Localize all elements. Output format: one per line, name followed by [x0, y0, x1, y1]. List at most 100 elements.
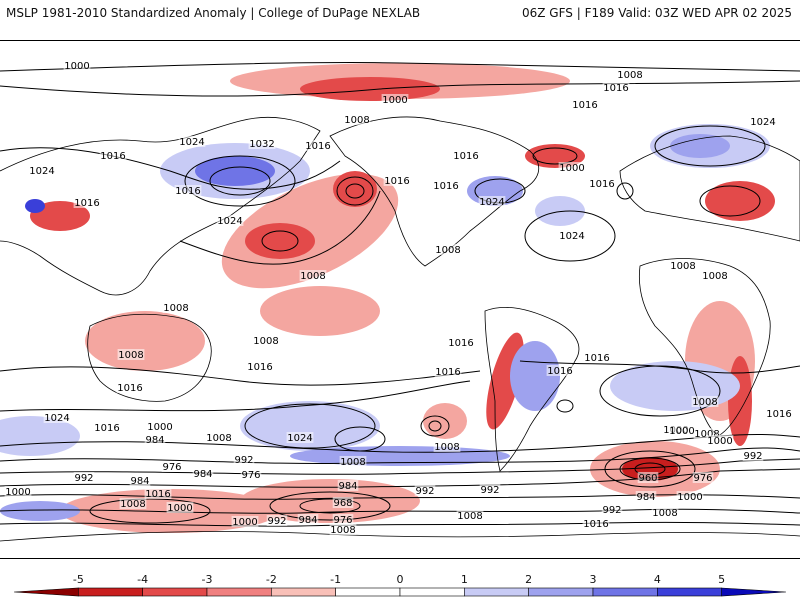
isobar-label-bg — [146, 421, 174, 432]
isobar-label-bg — [205, 432, 233, 443]
isobar-label-bg — [246, 361, 274, 372]
isobar-label-bg — [63, 60, 91, 71]
colorbar-box — [78, 587, 143, 597]
coast-africa — [638, 258, 771, 437]
isobar-label: 984 — [145, 435, 164, 446]
anomaly-map: 1000 1008 1000 1016 1008 1016 1024 1016 1024 1032… — [0, 60, 800, 542]
isobar-label-bg — [28, 165, 56, 176]
isobar-label-bg — [602, 82, 630, 93]
isobar-label-bg — [635, 491, 657, 502]
isobar-label-bg — [692, 472, 714, 483]
isobar-label: 976 — [693, 473, 712, 484]
isobar-label-bg — [452, 150, 480, 161]
isobar-label-bg — [616, 69, 644, 80]
isobar-label: 1016 — [435, 367, 460, 378]
colorbar-tick-label: -4 — [137, 573, 148, 586]
colorbar-box — [271, 587, 336, 597]
isobar-labels: 1000 1008 1000 1016 1008 1016 1024 1016 1024 1032… — [4, 60, 793, 536]
isobar-label: 1024 — [479, 197, 504, 208]
isobar-label: 1016 — [145, 489, 170, 500]
colorbar-box — [721, 587, 787, 597]
pos-anomaly-w-indian — [0, 416, 80, 456]
isobar-label-bg — [432, 180, 460, 191]
isobar-label: 1008 — [434, 442, 459, 453]
isobar-label: 1024 — [29, 166, 54, 177]
colorbar-tick-label: -5 — [73, 573, 84, 586]
isobar-label: 984 — [338, 481, 357, 492]
isobar-label: 1024 — [217, 216, 242, 227]
colorbar-tick-label: 5 — [718, 573, 725, 586]
isobars — [0, 62, 800, 527]
map-panel: 1000 1008 1000 1016 1008 1016 1024 1016 1024 1032… — [0, 40, 800, 559]
isobar-label: 1008 — [702, 271, 727, 282]
isobar-label: 976 — [241, 470, 260, 481]
isobar-label: 984 — [636, 492, 655, 503]
isobar-label-bg — [233, 454, 255, 465]
isobar-label: 1024 — [44, 413, 69, 424]
isobar-label: 992 — [234, 455, 253, 466]
isobar-label-bg — [637, 472, 659, 483]
isobar-label: 1008 — [253, 336, 278, 347]
isobar-label-bg — [434, 366, 462, 377]
isobar-label: 1016 — [94, 423, 119, 434]
isobar-label: 984 — [298, 515, 317, 526]
colorbar-tick-label: 3 — [590, 573, 597, 586]
isobar-label-bg — [174, 185, 202, 196]
isobar-label-bg — [601, 504, 623, 515]
isobar-label-bg — [252, 335, 280, 346]
isobar-label-bg — [129, 475, 151, 486]
colorbar-tick-label: -3 — [202, 573, 213, 586]
isobar-label: 1008 — [457, 511, 482, 522]
isobar-label-bg — [414, 485, 436, 496]
isobar-label: 1032 — [249, 139, 274, 150]
coast-europe — [619, 135, 800, 242]
colorbar-tick-labels: -5 -4 -3 -2 -1 0 1 2 3 4 5 — [73, 573, 725, 586]
pos-anomaly-tibet — [25, 199, 45, 213]
isobar-label: 1024 — [559, 231, 584, 242]
isobar-label-bg — [4, 486, 32, 497]
colorbar: -5 -4 -3 -2 -1 0 1 2 3 4 5 — [0, 570, 800, 600]
neg-anomaly-aus — [85, 311, 205, 371]
isobar-label-bg — [571, 99, 599, 110]
isobar-label: 1000 — [382, 95, 407, 106]
isobar-label-bg — [447, 337, 475, 348]
isobar-label-bg — [286, 432, 314, 443]
isobar-label-bg — [73, 197, 101, 208]
coastlines — [0, 116, 800, 542]
isobar-label-bg — [192, 468, 214, 479]
isobar-label-bg — [240, 469, 262, 480]
colorbar-box — [399, 587, 465, 597]
isobar-label-bg — [765, 408, 793, 419]
isobar-label-bg — [329, 524, 357, 535]
isobar-label-bg — [479, 484, 501, 495]
colorbar-box — [206, 587, 272, 597]
isobar-label-bg — [456, 510, 484, 521]
pos-anomaly-c-atlantic — [535, 196, 585, 226]
isobar-label: 1008 — [206, 433, 231, 444]
isobar-label: 1008 — [340, 457, 365, 468]
isobar-label: 1000 — [232, 517, 257, 528]
isobar-label-bg — [381, 94, 409, 105]
isobar-label-bg — [73, 472, 95, 483]
isobar-label-bg — [299, 270, 327, 281]
colorbar-svg: -5 -4 -3 -2 -1 0 1 2 3 4 5 — [13, 573, 787, 597]
isobar-label-bg — [161, 461, 183, 472]
pos-anomaly-scandinavia-core — [670, 134, 730, 158]
isobar-label: 1016 — [547, 366, 572, 377]
isobar-label: 960 — [638, 473, 657, 484]
coast-australia — [87, 313, 212, 402]
colorbar-tick-label: -2 — [266, 573, 277, 586]
isobar-label: 1008 — [617, 70, 642, 81]
isobar-label: 1016 — [117, 383, 142, 394]
isobar-label: 1008 — [344, 115, 369, 126]
isobar-label: 992 — [267, 516, 286, 527]
isobar-label: 1000 — [167, 503, 192, 514]
isobar-label-bg — [116, 382, 144, 393]
pos-anomaly-s-pacific — [240, 401, 380, 451]
isobar-label: 1016 — [74, 198, 99, 209]
isobar-label-bg — [701, 270, 729, 281]
coast-asia — [0, 116, 321, 296]
isobar-label-bg — [304, 140, 332, 151]
isobar-label: 1008 — [692, 397, 717, 408]
isobar-label-bg — [583, 352, 611, 363]
